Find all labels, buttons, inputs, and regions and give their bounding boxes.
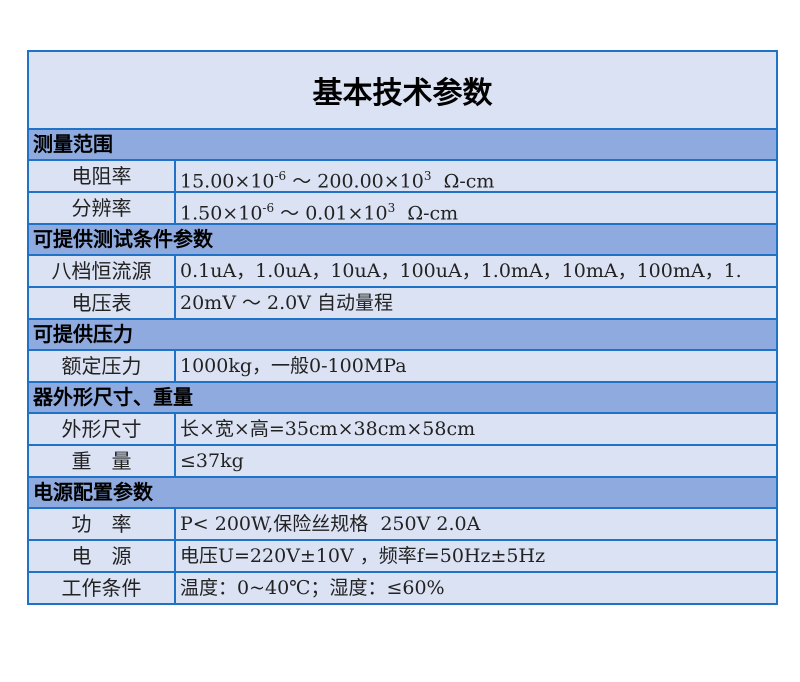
table-row: 重 量 ≤37kg <box>29 446 776 478</box>
table-row: 额定压力 1000kg，一般0-100MPa <box>29 351 776 383</box>
table-row: 电 源 电压U=220V±10V ，频率f=50Hz±5Hz <box>29 541 776 573</box>
table-row: 外形尺寸 长×宽×高=35cm×38cm×58cm <box>29 414 776 446</box>
row-value: 0.1uA，1.0uA，10uA，100uA，1.0mA，10mA，100mA，… <box>180 260 742 282</box>
row-label: 工作条件 <box>29 573 176 603</box>
table-row: 功 率 P< 200W,保险丝规格 250V 2.0A <box>29 509 776 541</box>
row-value: 15.00×10-6 ～ 200.00×103 Ω-cm <box>180 169 495 191</box>
section-measurement-range: 测量范围 <box>29 130 776 161</box>
row-value: 1.50×10-6 ～ 0.01×103 Ω-cm <box>180 201 459 223</box>
row-label: 八档恒流源 <box>29 256 176 286</box>
table-row: 工作条件 温度：0~40℃；湿度：≤60% <box>29 573 776 603</box>
row-value: 1000kg，一般0-100MPa <box>180 355 407 377</box>
row-label: 重 量 <box>29 446 176 476</box>
row-value: 温度：0~40℃；湿度：≤60% <box>180 577 445 599</box>
spec-table: 基本技术参数 测量范围 电阻率 15.00×10-6 ～ 200.00×103 … <box>27 50 778 605</box>
row-value: P< 200W,保险丝规格 250V 2.0A <box>180 513 481 535</box>
section-pressure: 可提供压力 <box>29 320 776 351</box>
table-row: 分辨率 1.50×10-6 ～ 0.01×103 Ω-cm <box>29 193 776 225</box>
table-row: 电压表 20mV ～ 2.0V 自动量程 <box>29 288 776 320</box>
section-power-config: 电源配置参数 <box>29 478 776 509</box>
row-value: 20mV ～ 2.0V 自动量程 <box>180 292 393 314</box>
row-value: ≤37kg <box>180 450 244 472</box>
row-label: 电 源 <box>29 541 176 571</box>
row-label: 电阻率 <box>29 161 176 191</box>
table-title: 基本技术参数 <box>29 52 776 130</box>
table-row: 电阻率 15.00×10-6 ～ 200.00×103 Ω-cm <box>29 161 776 193</box>
row-label: 功 率 <box>29 509 176 539</box>
row-label: 分辨率 <box>29 193 176 223</box>
section-dimensions-weight: 器外形尺寸、重量 <box>29 383 776 414</box>
row-value: 长×宽×高=35cm×38cm×58cm <box>180 418 476 440</box>
section-test-conditions: 可提供测试条件参数 <box>29 225 776 256</box>
row-label: 额定压力 <box>29 351 176 381</box>
row-value: 电压U=220V±10V ，频率f=50Hz±5Hz <box>180 545 546 567</box>
row-label: 外形尺寸 <box>29 414 176 444</box>
table-row: 八档恒流源 0.1uA，1.0uA，10uA，100uA，1.0mA，10mA，… <box>29 256 776 288</box>
row-label: 电压表 <box>29 288 176 318</box>
